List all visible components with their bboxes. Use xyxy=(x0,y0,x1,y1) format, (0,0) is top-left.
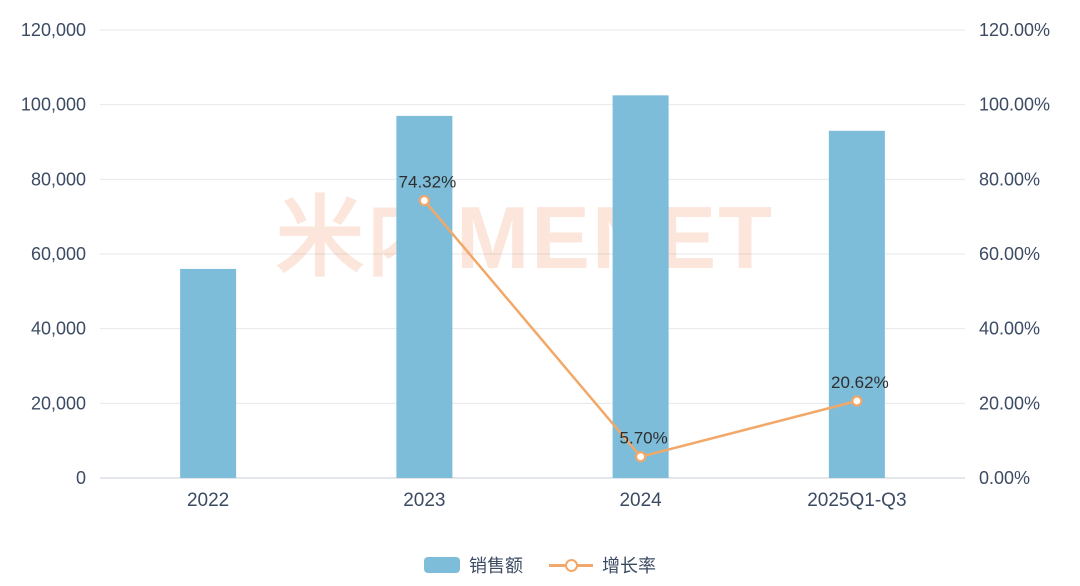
growth-point-label: 5.70% xyxy=(620,429,668,448)
left-axis-tick-label: 0 xyxy=(76,468,86,488)
bar-2022[interactable] xyxy=(180,268,237,478)
right-axis-tick-label: 40.00% xyxy=(979,319,1040,339)
left-axis-tick-label: 80,000 xyxy=(31,169,86,189)
left-axis-tick-label: 40,000 xyxy=(31,319,86,339)
x-axis-category-label: 2023 xyxy=(403,490,445,511)
line-point-marker[interactable] xyxy=(851,395,863,407)
legend-item-sales[interactable]: 销售额 xyxy=(424,552,523,578)
line-point-marker[interactable] xyxy=(418,194,430,207)
x-axis-category-label: 2024 xyxy=(619,490,662,511)
x-axis-category-label: 2025Q1-Q3 xyxy=(807,490,906,511)
sales-legend-label: 销售额 xyxy=(469,556,523,576)
left-axis-tick-label: 20,000 xyxy=(31,393,86,413)
legend: 销售额 增长率 xyxy=(0,552,1080,578)
left-axis-tick-label: 120,000 xyxy=(21,20,86,40)
sales-bar-swatch-icon xyxy=(424,557,460,573)
right-axis-tick-label: 0.00% xyxy=(979,468,1030,488)
growth-point-label: 20.62% xyxy=(831,373,889,392)
watermark: 米内MENET xyxy=(276,188,774,287)
bar-2024[interactable] xyxy=(612,95,669,478)
growth-line-marker-icon xyxy=(549,558,593,572)
right-axis-tick-label: 100.00% xyxy=(979,95,1050,115)
bar-2023[interactable] xyxy=(396,115,453,478)
right-axis-tick-label: 20.00% xyxy=(979,393,1040,413)
right-axis-tick-label: 60.00% xyxy=(979,244,1040,264)
legend-item-growth[interactable]: 增长率 xyxy=(549,552,656,578)
growth-legend-label: 增长率 xyxy=(602,556,656,576)
left-axis-tick-label: 60,000 xyxy=(31,244,86,264)
right-axis-tick-label: 120.00% xyxy=(979,20,1050,40)
x-axis-category-label: 2022 xyxy=(187,490,229,511)
left-axis-tick-label: 100,000 xyxy=(21,95,86,115)
line-point-marker[interactable] xyxy=(635,451,647,463)
right-axis-tick-label: 80.00% xyxy=(979,169,1040,189)
bar-2025Q1-Q3[interactable] xyxy=(828,130,885,479)
growth-point-label: 74.32% xyxy=(399,173,457,192)
